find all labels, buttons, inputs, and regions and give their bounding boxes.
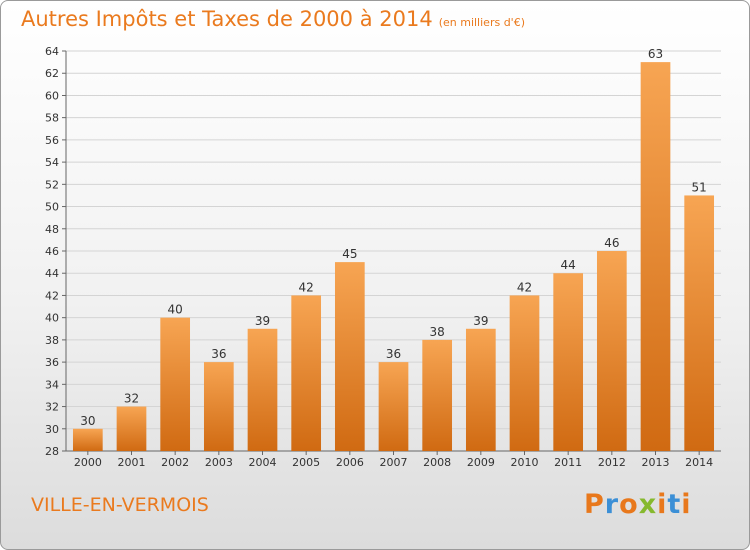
y-tick-label: 60 [45,89,59,102]
bars [72,62,715,451]
logo-letter: P [584,489,605,520]
y-tick-label: 44 [45,267,59,280]
bar [160,317,191,451]
y-tick-label: 36 [45,356,59,369]
bar-value-label: 36 [386,347,401,361]
y-tick-label: 62 [45,67,59,80]
commune-name: VILLE-EN-VERMOIS [31,494,209,516]
bar [553,273,584,451]
x-tick-label: 2008 [423,456,451,469]
logo-letter: t [667,489,682,520]
bar [684,195,715,451]
bar [422,339,453,451]
logo-letter: o [619,489,639,520]
proxiti-logo[interactable]: Proxiti [584,489,692,520]
y-tick-label: 52 [45,178,59,191]
x-tick-label: 2007 [380,456,408,469]
x-tick-label: 2006 [336,456,364,469]
bar-value-label: 40 [168,303,183,317]
y-tick-label: 48 [45,223,59,236]
y-tick-label: 32 [45,401,59,414]
labels: 30 2000 32 2001 40 2002 36 2003 39 2004 42 2005 45 20… [74,47,713,469]
logo-letter: r [604,489,620,520]
x-tick-label: 2011 [554,456,582,469]
bar [247,328,278,451]
y-tick-label: 28 [45,445,59,458]
logo-letter: x [638,489,658,520]
x-tick-label: 2012 [598,456,626,469]
y-tick-label: 54 [45,156,59,169]
bar [640,62,671,451]
bar [334,262,365,451]
bar-value-label: 39 [473,314,488,328]
x-tick-label: 2001 [118,456,146,469]
logo-letter: i [657,489,668,520]
y-tick-label: 40 [45,312,59,325]
x-tick-label: 2014 [685,456,713,469]
bar [596,251,627,451]
y-tick-label: 34 [45,378,59,391]
x-tick-label: 2010 [511,456,539,469]
chart-title: Autres Impôts et Taxes de 2000 à 2014 (en… [21,7,525,31]
chart-title-text: Autres Impôts et Taxes de 2000 à 2014 [21,7,433,31]
y-tick-label: 42 [45,289,59,302]
y-tick-label: 46 [45,245,59,258]
bar-value-label: 42 [299,280,314,294]
x-tick-label: 2005 [292,456,320,469]
y-tick-label: 58 [45,112,59,125]
chart-subtitle: (en milliers d'€) [438,16,525,29]
x-tick-label: 2004 [249,456,277,469]
y-tick-label: 30 [45,423,59,436]
y-tick-label: 64 [45,45,59,58]
bar-value-label: 32 [124,392,139,406]
bar [378,362,409,451]
bar [72,428,103,451]
bar-value-label: 38 [430,325,445,339]
y-tick-label: 38 [45,334,59,347]
bar-value-label: 36 [211,347,226,361]
bar [291,295,322,451]
bar [465,328,496,451]
bar-value-label: 30 [80,414,95,428]
bar-value-label: 39 [255,314,270,328]
x-tick-label: 2002 [161,456,189,469]
bar-value-label: 51 [692,180,707,194]
x-tick-label: 2000 [74,456,102,469]
y-tick-label: 50 [45,201,59,214]
x-tick-label: 2009 [467,456,495,469]
bar-value-label: 44 [561,258,576,272]
bar-value-label: 63 [648,47,663,61]
axes: 28 30 32 34 36 38 40 42 44 46 48 50 52 54 56 58 60 62 64 [45,45,721,458]
x-tick-label: 2003 [205,456,233,469]
bar-value-label: 45 [342,247,357,261]
bar-value-label: 46 [604,236,619,250]
x-tick-label: 2013 [642,456,670,469]
bar [116,406,147,451]
bar [509,295,540,451]
logo-letter: i [681,489,692,520]
bar-value-label: 42 [517,280,532,294]
y-tick-label: 56 [45,134,59,147]
bar [203,362,234,451]
